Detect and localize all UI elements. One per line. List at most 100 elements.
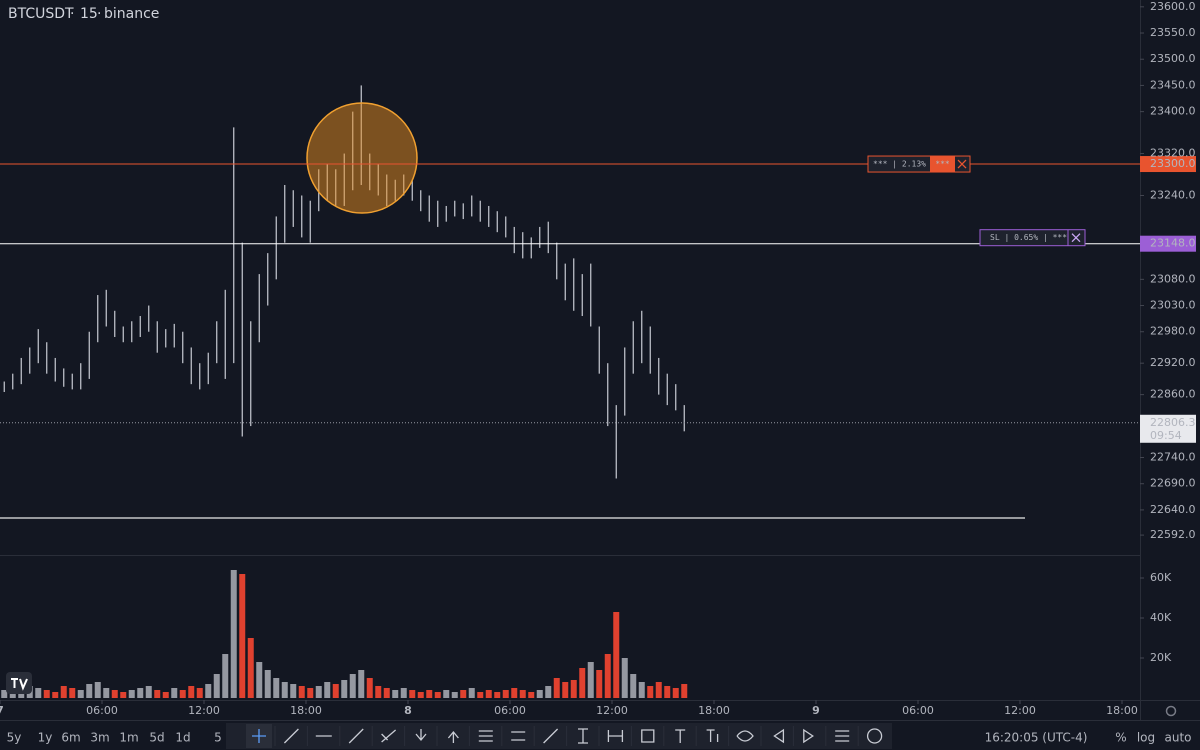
overlay: 23300.0 23148.0 22806.309:54 *** | 2.13% ***…: [0, 155, 1196, 443]
tool-icon[interactable]: [478, 730, 493, 742]
volume-bar: [315, 686, 322, 698]
tool-icon[interactable]: [447, 730, 459, 743]
volume-bar: [383, 688, 390, 698]
volume-bar: [290, 684, 297, 698]
y-tick-label: 23030.0: [1150, 299, 1196, 312]
x-tick-label: 06:00: [494, 704, 526, 717]
y-tick-label: 22980.0: [1150, 325, 1196, 338]
range-button[interactable]: 1m: [119, 731, 138, 745]
x-tick-label: 06:00: [86, 704, 118, 717]
order-qty-box: [930, 156, 955, 173]
tool-icon[interactable]: [381, 729, 397, 743]
volume-bar: [528, 692, 535, 698]
y-tick-label: 22690.0: [1150, 477, 1196, 490]
order-text: *** | 2.13%: [873, 160, 926, 169]
volume-bar: [485, 690, 492, 698]
range-button[interactable]: 5d: [149, 731, 164, 745]
tool-icon[interactable]: [607, 730, 624, 742]
tool-icon[interactable]: [675, 729, 686, 743]
volume-bar: [434, 692, 441, 698]
volume-bar: [630, 674, 637, 698]
tool-icon[interactable]: [511, 731, 526, 741]
y-tick-label: 23450.0: [1150, 78, 1196, 91]
volume-bar: [460, 690, 467, 698]
x-tick-label: 06:00: [902, 704, 934, 717]
volume-bar: [222, 654, 229, 698]
volume-bar: [417, 692, 424, 698]
y-tick-label: 23600.0: [1150, 0, 1196, 13]
volume-bar: [145, 686, 152, 698]
volume-bar: [366, 678, 373, 698]
volume-bar: [443, 690, 450, 698]
volume-bar: [43, 690, 50, 698]
volume-bar: [349, 674, 356, 698]
volume-bar: [570, 680, 577, 698]
volume-bar: [205, 684, 212, 698]
volume-bar: [468, 688, 475, 698]
volume-bar: [332, 684, 339, 698]
volume-bar: [400, 688, 407, 698]
volume-bar: [681, 684, 688, 698]
tool-icon[interactable]: [736, 730, 754, 742]
x-tick-label: 12:00: [596, 704, 628, 717]
volume-bar: [273, 678, 280, 698]
tool-icon[interactable]: [773, 728, 785, 744]
settings-icon[interactable]: [1165, 705, 1177, 717]
volume-bar: [324, 682, 331, 698]
range-button[interactable]: 5: [214, 731, 222, 745]
y2-tick-label: 40K: [1150, 611, 1172, 624]
volume-bar: [613, 612, 620, 698]
clock: 16:20:05 (UTC-4): [985, 731, 1088, 745]
tool-icon[interactable]: [415, 729, 427, 742]
volume-bar: [502, 690, 509, 698]
volume-bar: [94, 682, 101, 698]
volume-bar: [69, 688, 76, 698]
tool-icon[interactable]: [835, 730, 850, 742]
tool-icon[interactable]: [866, 728, 883, 744]
range-button[interactable]: 1y: [38, 731, 53, 745]
price-line-tag: [1140, 235, 1196, 252]
range-button[interactable]: 1d: [175, 731, 190, 745]
range-button[interactable]: 5y: [7, 731, 22, 745]
volume-bar: [264, 670, 271, 698]
order-text: SL | 0.65% | ***: [990, 233, 1067, 242]
y-tick-label: 23500.0: [1150, 52, 1196, 65]
order-close[interactable]: [957, 159, 967, 169]
volume-bar: [638, 682, 645, 698]
logo-mark: [11, 678, 28, 691]
volume-bar: [409, 690, 416, 698]
tool-icon[interactable]: [641, 729, 655, 743]
order-close[interactable]: [1071, 233, 1081, 243]
tool-icon[interactable]: [578, 728, 588, 744]
tool-icon[interactable]: [252, 729, 266, 743]
volume-bar: [213, 674, 220, 698]
tool-icon[interactable]: [803, 728, 814, 744]
volume-bar: [477, 692, 484, 698]
volume-bar: [621, 658, 628, 698]
volume-bar: [179, 690, 186, 698]
y-tick-label: 22920.0: [1150, 356, 1196, 369]
y-tick-label: 23240.0: [1150, 188, 1196, 201]
interval: 15: [80, 6, 98, 22]
separator: ·: [97, 6, 101, 22]
volume-bar: [519, 690, 526, 698]
volume-bar: [604, 654, 611, 698]
range-button[interactable]: 6m: [61, 731, 80, 745]
y-tick-label: 22860.0: [1150, 388, 1196, 401]
volume-bar: [341, 680, 348, 698]
tool-icon[interactable]: [706, 729, 719, 742]
volume-bar: [239, 574, 246, 698]
tool-icon[interactable]: [348, 728, 364, 744]
scale-button[interactable]: %: [1115, 731, 1126, 745]
volume-bar: [60, 686, 67, 698]
scale-button[interactable]: auto: [1164, 731, 1191, 745]
volume-bar: [672, 688, 679, 698]
range-button[interactable]: 3m: [90, 731, 109, 745]
x-tick-label: 12:00: [1004, 704, 1036, 717]
tool-icon[interactable]: [283, 728, 299, 744]
volume-bar: [230, 570, 237, 698]
logo-box: [6, 672, 32, 694]
scale-button[interactable]: log: [1137, 731, 1155, 745]
tool-icon[interactable]: [543, 728, 559, 744]
